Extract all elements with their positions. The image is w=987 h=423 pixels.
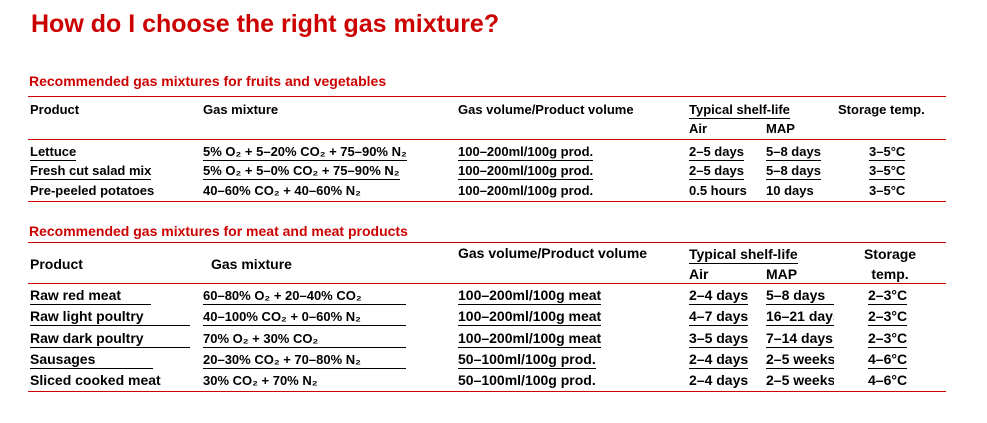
col-header-gas-volume: Gas volume/Product volume	[458, 102, 634, 117]
col-header-storage: Storage	[863, 246, 917, 262]
col-header-product: Product	[30, 256, 83, 272]
cell-temp: 3–5°C	[869, 183, 906, 198]
cell-product: Lettuce	[30, 144, 77, 161]
cell-product: Sliced cooked meat	[30, 372, 161, 388]
cell-map: 10 days	[766, 183, 814, 198]
header-rule	[28, 139, 946, 140]
cell-air: 2–4 days	[689, 287, 749, 305]
col-header-air: Air	[689, 121, 708, 136]
cell-gas-mixture: 5% O₂ + 5–20% CO₂ + 75–90% N₂	[203, 144, 407, 161]
section-heading-fruits-vegetables: Recommended gas mixtures for fruits and …	[29, 73, 387, 89]
cell-gas-mixture: 40–100% CO₂ + 0–60% N₂	[203, 309, 406, 326]
table-bottom-rule	[28, 201, 946, 202]
page-title: How do I choose the right gas mixture?	[31, 10, 500, 38]
cell-gas-volume: 100–200ml/100g meat	[458, 330, 602, 348]
cell-gas-mixture: 5% O₂ + 5–0% CO₂ + 75–90% N₂	[203, 163, 400, 180]
cell-temp: 2–3°C	[868, 308, 908, 326]
col-header-map: MAP	[766, 121, 795, 136]
cell-air: 2–5 days	[689, 144, 744, 161]
cell-temp: 3–5°C	[869, 144, 906, 161]
cell-temp: 2–3°C	[868, 330, 908, 348]
col-header-gas-mixture: Gas mixture	[211, 256, 292, 272]
cell-air: 4–7 days	[689, 308, 749, 326]
cell-temp: 3–5°C	[869, 163, 906, 180]
table-bottom-rule	[28, 391, 946, 392]
cell-product: Raw red meat	[30, 287, 151, 305]
cell-air: 2–4 days	[689, 351, 749, 369]
cell-air: 3–5 days	[689, 330, 749, 348]
col-header-gas-volume: Gas volume/Product volume	[458, 245, 648, 261]
cell-temp: 2–3°C	[868, 287, 908, 305]
cell-gas-volume: 50–100ml/100g prod.	[458, 351, 596, 369]
col-header-product: Product	[30, 102, 80, 117]
col-header-shelf-life: Typical shelf-life	[689, 102, 790, 119]
cell-product: Pre-peeled potatoes	[30, 183, 155, 198]
col-header-air: Air	[689, 266, 709, 282]
cell-map: 7–14 days	[766, 330, 834, 348]
col-header-map: MAP	[766, 266, 798, 282]
cell-map: 5–8 days	[766, 144, 821, 161]
col-header-shelf-life: Typical shelf-life	[689, 246, 798, 264]
cell-map: 2–5 weeks	[766, 372, 834, 388]
cell-air: 2–4 days	[689, 372, 749, 388]
cell-gas-volume: 100–200ml/100g prod.	[458, 183, 594, 198]
cell-product: Raw dark poultry	[30, 330, 190, 348]
cell-gas-mixture: 30% CO₂ + 70% N₂	[203, 373, 318, 388]
col-header-storage-temp: temp.	[871, 266, 909, 282]
cell-gas-volume: 100–200ml/100g prod.	[458, 144, 594, 161]
cell-gas-mixture: 60–80% O₂ + 20–40% CO₂	[203, 288, 406, 305]
cell-gas-mixture: 20–30% CO₂ + 70–80% N₂	[203, 352, 406, 369]
section-rule	[28, 96, 946, 97]
cell-map: 2–5 weeks	[766, 351, 834, 369]
cell-map: 16–21 days	[766, 308, 834, 326]
cell-temp: 4–6°C	[868, 372, 908, 388]
col-header-storage-temp: Storage temp.	[838, 102, 925, 117]
cell-air: 0.5 hours	[689, 183, 747, 198]
cell-gas-volume: 100–200ml/100g prod.	[458, 163, 594, 180]
cell-product: Raw light poultry	[30, 308, 190, 326]
cell-gas-volume: 50–100ml/100g prod.	[458, 372, 596, 388]
cell-product: Fresh cut salad mix	[30, 163, 152, 180]
cell-gas-volume: 100–200ml/100g meat	[458, 287, 602, 305]
cell-product: Sausages	[30, 351, 153, 369]
cell-gas-mixture: 40–60% CO₂ + 40–60% N₂	[203, 183, 361, 198]
cell-air: 2–5 days	[689, 163, 744, 180]
cell-gas-volume: 100–200ml/100g meat	[458, 308, 602, 326]
section-heading-meat: Recommended gas mixtures for meat and me…	[29, 223, 408, 239]
cell-temp: 4–6°C	[868, 351, 908, 369]
section-rule	[28, 242, 946, 243]
col-header-gas-mixture: Gas mixture	[203, 102, 279, 117]
cell-gas-mixture: 70% O₂ + 30% CO₂	[203, 331, 406, 348]
cell-map: 5–8 days	[766, 163, 821, 180]
header-rule	[28, 283, 946, 284]
cell-map: 5–8 days	[766, 287, 834, 305]
